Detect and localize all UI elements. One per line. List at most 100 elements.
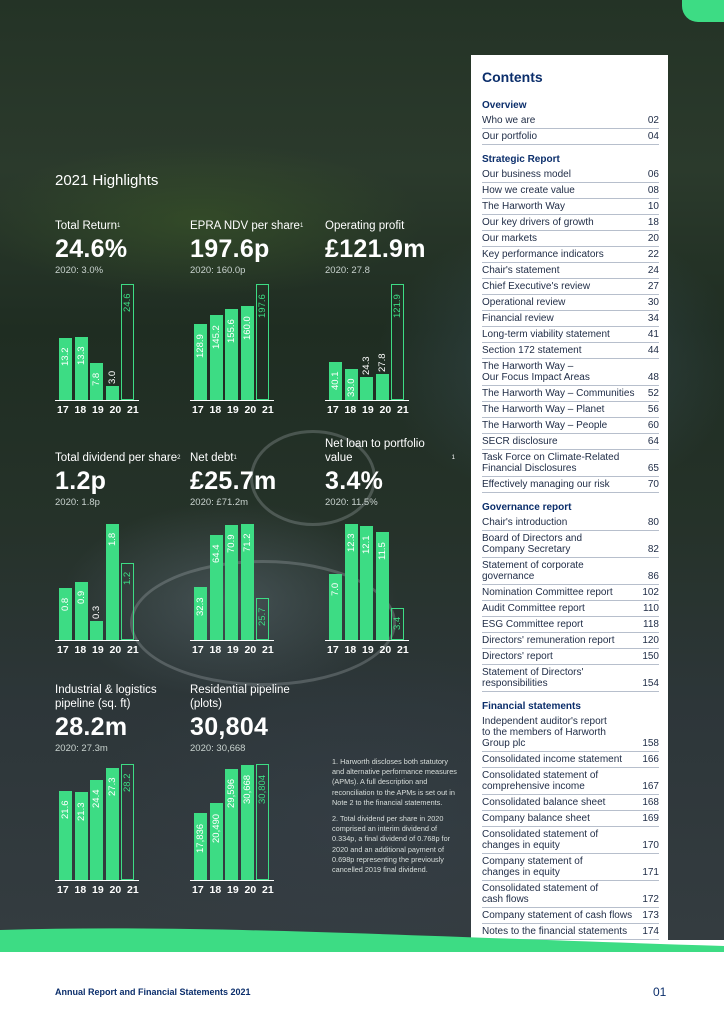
toc-entry[interactable]: Notes to the financial statements 174 bbox=[482, 924, 659, 940]
bar-17 bbox=[59, 588, 72, 640]
toc-entry[interactable]: Company balance sheet 169 bbox=[482, 811, 659, 827]
bar-19 bbox=[90, 779, 103, 880]
bar-value-label: 7.8 bbox=[91, 372, 102, 386]
toc-entry-page: 150 bbox=[642, 651, 659, 662]
toc-entry[interactable]: Board of Directors and Company Secretary… bbox=[482, 531, 659, 558]
toc-entry-page: 20 bbox=[647, 233, 659, 244]
toc-section-heading[interactable]: Strategic Report bbox=[482, 154, 560, 165]
bar-value-label: 29,596 bbox=[226, 779, 237, 809]
bar-18 bbox=[344, 524, 358, 640]
toc-entry[interactable]: Chair's introduction 80 bbox=[482, 515, 659, 531]
toc-entry[interactable]: Who we are 02 bbox=[482, 113, 659, 129]
toc-entry[interactable]: Our business model 06 bbox=[482, 167, 659, 183]
toc-section-heading[interactable]: Financial statements bbox=[482, 701, 581, 712]
metric-label-text: Net loan to portfolio value bbox=[325, 438, 425, 464]
toc-entry[interactable]: Chief Executive's review 27 bbox=[482, 279, 659, 295]
toc-entry-title: Consolidated income statement bbox=[482, 754, 623, 765]
table-of-contents: Overview Who we are 02 Our portfolio 04 Strat… bbox=[482, 96, 659, 940]
bar-18 bbox=[209, 535, 223, 640]
toc-entry[interactable]: Financial review 34 bbox=[482, 311, 659, 327]
toc-entry-page: 174 bbox=[642, 926, 659, 937]
year-axis-labels: 17 18 19 20 21 bbox=[192, 644, 274, 656]
toc-entry[interactable]: The Harworth Way – Our Focus Impact Area… bbox=[482, 359, 659, 386]
toc-entry[interactable]: Consolidated statement of comprehensive … bbox=[482, 768, 659, 795]
toc-section-heading[interactable]: Governance report bbox=[482, 502, 572, 513]
toc-entry[interactable]: Section 172 statement 44 bbox=[482, 343, 659, 359]
bar-chart-residential: 17,836 20,490 29,596 30,668 30,804 17 18 19 2… bbox=[190, 760, 280, 896]
toc-entry[interactable]: SECR disclosure 64 bbox=[482, 434, 659, 450]
toc-entry-title: The Harworth Way – Communities bbox=[482, 388, 635, 399]
toc-entry[interactable]: Task Force on Climate-Related Financial … bbox=[482, 450, 659, 477]
toc-entry[interactable]: Statement of corporate governance 86 bbox=[482, 558, 659, 585]
toc-entry-title: Consolidated statement of cash flows bbox=[482, 883, 599, 905]
bar-17 bbox=[194, 812, 207, 880]
toc-entry[interactable]: Effectively managing our risk 70 bbox=[482, 477, 659, 493]
year-axis-labels: 17 18 19 20 21 bbox=[327, 404, 409, 416]
toc-entry[interactable]: Statement of Directors' responsibilities… bbox=[482, 665, 659, 692]
toc-entry-title: Task Force on Climate-Related Financial … bbox=[482, 452, 620, 474]
toc-entry[interactable]: Key performance indicators 22 bbox=[482, 247, 659, 263]
toc-entry[interactable]: Directors' report 150 bbox=[482, 649, 659, 665]
toc-entry[interactable]: Audit Committee report 110 bbox=[482, 601, 659, 617]
toc-entry[interactable]: Company statement of changes in equity 17… bbox=[482, 854, 659, 881]
toc-entry[interactable]: The Harworth Way – Planet 56 bbox=[482, 402, 659, 418]
roundabout-road bbox=[250, 430, 376, 526]
toc-entry[interactable]: Independent auditor's report to the memb… bbox=[482, 714, 659, 752]
bar-value-label: 121.9 bbox=[392, 294, 403, 318]
metric-value: 30,804 bbox=[190, 713, 269, 741]
toc-entry[interactable]: Our portfolio 04 bbox=[482, 129, 659, 145]
bar-18 bbox=[74, 582, 88, 640]
bar-value-label: 33.0 bbox=[345, 378, 357, 397]
toc-entry-title: Statement of corporate governance bbox=[482, 560, 584, 582]
toc-entry-page: 80 bbox=[647, 517, 659, 528]
toc-entry[interactable]: Directors' remuneration report 120 bbox=[482, 633, 659, 649]
metric-label: EPRA NDV per share 1 bbox=[190, 205, 320, 233]
metric-value: 28.2m bbox=[55, 713, 128, 741]
toc-entry[interactable]: Our key drivers of growth 18 bbox=[482, 215, 659, 231]
toc-entry-title: The Harworth Way bbox=[482, 201, 565, 212]
bar-20 bbox=[105, 385, 119, 400]
toc-entry[interactable]: Consolidated balance sheet 168 bbox=[482, 795, 659, 811]
bar-value-label: 12.3 bbox=[345, 533, 357, 553]
toc-entry-page: 158 bbox=[642, 738, 659, 749]
toc-entry-page: 34 bbox=[647, 313, 659, 324]
bar-value-label: 27.3 bbox=[106, 777, 118, 796]
toc-entry-title: The Harworth Way – Planet bbox=[482, 404, 605, 415]
bar-value-label: 25.7 bbox=[257, 607, 268, 627]
bar-value-label: 3.4 bbox=[392, 617, 403, 631]
toc-entry[interactable]: Nomination Committee report 102 bbox=[482, 585, 659, 601]
toc-entry-title: Board of Directors and Company Secretary bbox=[482, 533, 583, 555]
metric-label-text: Total Return bbox=[55, 220, 118, 232]
footnote-marker: 1 bbox=[299, 223, 304, 229]
bar-value-label: 12.1 bbox=[361, 535, 372, 555]
toc-entry-title: ESG Committee report bbox=[482, 619, 584, 630]
metric-label: Residential pipeline (plots) bbox=[190, 683, 320, 711]
toc-entry-title: Effectively managing our risk bbox=[482, 479, 610, 490]
toc-entry-title: Consolidated statement of changes in equ… bbox=[482, 829, 599, 851]
toc-entry[interactable]: Our markets 20 bbox=[482, 231, 659, 247]
metric-total_dividend: Total dividend per share 2 1.2p 2020: 1.8p bbox=[55, 437, 185, 508]
metric-value: £25.7m bbox=[190, 467, 277, 495]
toc-section-heading[interactable]: Overview bbox=[482, 100, 527, 111]
toc-entry-title: Chair's statement bbox=[482, 265, 560, 276]
toc-entry[interactable]: Consolidated income statement 166 bbox=[482, 752, 659, 768]
toc-entry[interactable]: Chair's statement 24 bbox=[482, 263, 659, 279]
toc-entry[interactable]: The Harworth Way – Communities 52 bbox=[482, 386, 659, 402]
toc-entry-title: Chief Executive's review bbox=[482, 281, 591, 292]
toc-entry[interactable]: The Harworth Way – People 60 bbox=[482, 418, 659, 434]
toc-entry[interactable]: ESG Committee report 118 bbox=[482, 617, 659, 633]
footnote-marker: 1 bbox=[233, 455, 237, 461]
toc-entry[interactable]: How we create value 08 bbox=[482, 183, 659, 199]
toc-entry-page: 30 bbox=[647, 297, 659, 308]
toc-entry-title: Section 172 statement bbox=[482, 345, 582, 356]
toc-entry[interactable]: Long-term viability statement 41 bbox=[482, 327, 659, 343]
bar-18 bbox=[209, 802, 223, 880]
toc-entry[interactable]: Consolidated statement of cash flows 172 bbox=[482, 881, 659, 908]
toc-entry[interactable]: The Harworth Way 10 bbox=[482, 199, 659, 215]
toc-entry[interactable]: Operational review 30 bbox=[482, 295, 659, 311]
bar-20 bbox=[375, 373, 389, 400]
toc-entry[interactable]: Consolidated statement of changes in equ… bbox=[482, 827, 659, 854]
metric-label-text: Industrial & logistics pipeline (sq. ft) bbox=[55, 684, 157, 710]
toc-entry[interactable]: Company statement of cash flows 173 bbox=[482, 908, 659, 924]
toc-entry-page: 02 bbox=[647, 115, 659, 126]
